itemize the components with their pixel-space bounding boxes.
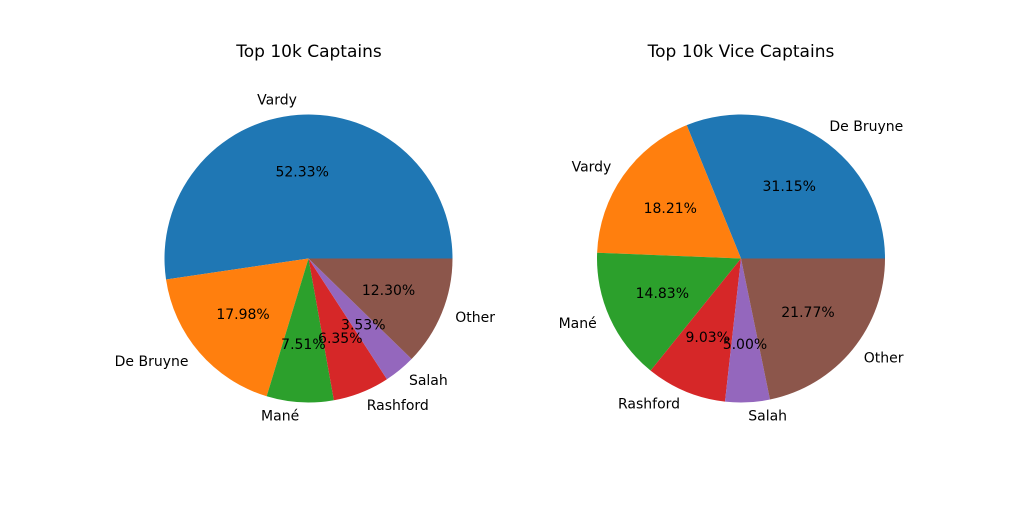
slice-label-vice-captains-de-bruyne: De Bruyne (829, 119, 903, 135)
pie-slice-vice-captains-mane (597, 252, 741, 371)
slice-label-captains-de-bruyne: De Bruyne (115, 354, 189, 370)
pie-chart-vice-captains: Top 10k Vice Captains De Bruyne 31.15% Var… (559, 42, 904, 425)
pie-labels-vice-captains: De Bruyne 31.15% Vardy 18.21% Mané 14.83% Rash… (559, 119, 904, 425)
pie-slice-vice-captains-vardy (597, 125, 741, 259)
pie-slices-captains (164, 114, 453, 403)
pct-label-captains-mane: 7.51% (281, 337, 325, 353)
slice-label-vice-captains-salah: Salah (748, 409, 787, 425)
pct-label-captains-de-bruyne: 17.98% (216, 307, 269, 323)
pie-slice-captains-rashford (308, 258, 387, 401)
slice-label-vice-captains-other: Other (864, 351, 904, 367)
slice-label-captains-vardy: Vardy (257, 93, 297, 109)
pie-slice-captains-other (308, 258, 453, 360)
slice-label-vice-captains-rashford: Rashford (618, 397, 680, 413)
pie-chart-captains: Top 10k Captains Vardy 52.33% De Bruyne 17.… (115, 42, 496, 425)
slice-label-captains-rashford: Rashford (367, 398, 429, 414)
slice-label-captains-salah: Salah (409, 373, 448, 389)
pie-slice-captains-salah (308, 258, 412, 380)
pie-slice-vice-captains-rashford (650, 258, 741, 402)
pie-slice-vice-captains-de-bruyne (686, 114, 885, 259)
pct-label-captains-vardy: 52.33% (275, 164, 328, 180)
pct-label-captains-other: 12.30% (362, 283, 415, 299)
pct-label-vice-captains-salah: 5.00% (723, 337, 767, 353)
pct-label-vice-captains-vardy: 18.21% (644, 201, 697, 217)
pie-slices-vice-captains (597, 114, 885, 403)
chart-title-captains: Top 10k Captains (235, 42, 382, 62)
pie-slice-captains-mane (266, 258, 334, 403)
slice-label-vice-captains-mane: Mané (559, 316, 597, 332)
chart-title-vice-captains: Top 10k Vice Captains (647, 42, 835, 62)
pie-labels-captains: Vardy 52.33% De Bruyne 17.98% Mané 7.51% Rashf… (115, 93, 496, 425)
pct-label-vice-captains-rashford: 9.03% (686, 330, 730, 346)
pie-slice-captains-vardy (164, 114, 453, 280)
slice-label-captains-mane: Mané (261, 409, 299, 425)
pie-slice-captains-de-bruyne (166, 258, 309, 397)
pct-label-vice-captains-other: 21.77% (781, 305, 834, 321)
pct-label-vice-captains-de-bruyne: 31.15% (763, 179, 816, 195)
pct-label-captains-rashford: 6.35% (318, 331, 362, 347)
pie-slice-vice-captains-salah (724, 258, 771, 403)
pct-label-vice-captains-mane: 14.83% (636, 286, 689, 302)
slice-label-vice-captains-vardy: Vardy (572, 159, 612, 175)
pie-slice-vice-captains-other (741, 258, 885, 400)
pct-label-captains-salah: 3.53% (341, 317, 385, 333)
slice-label-captains-other: Other (455, 310, 495, 326)
